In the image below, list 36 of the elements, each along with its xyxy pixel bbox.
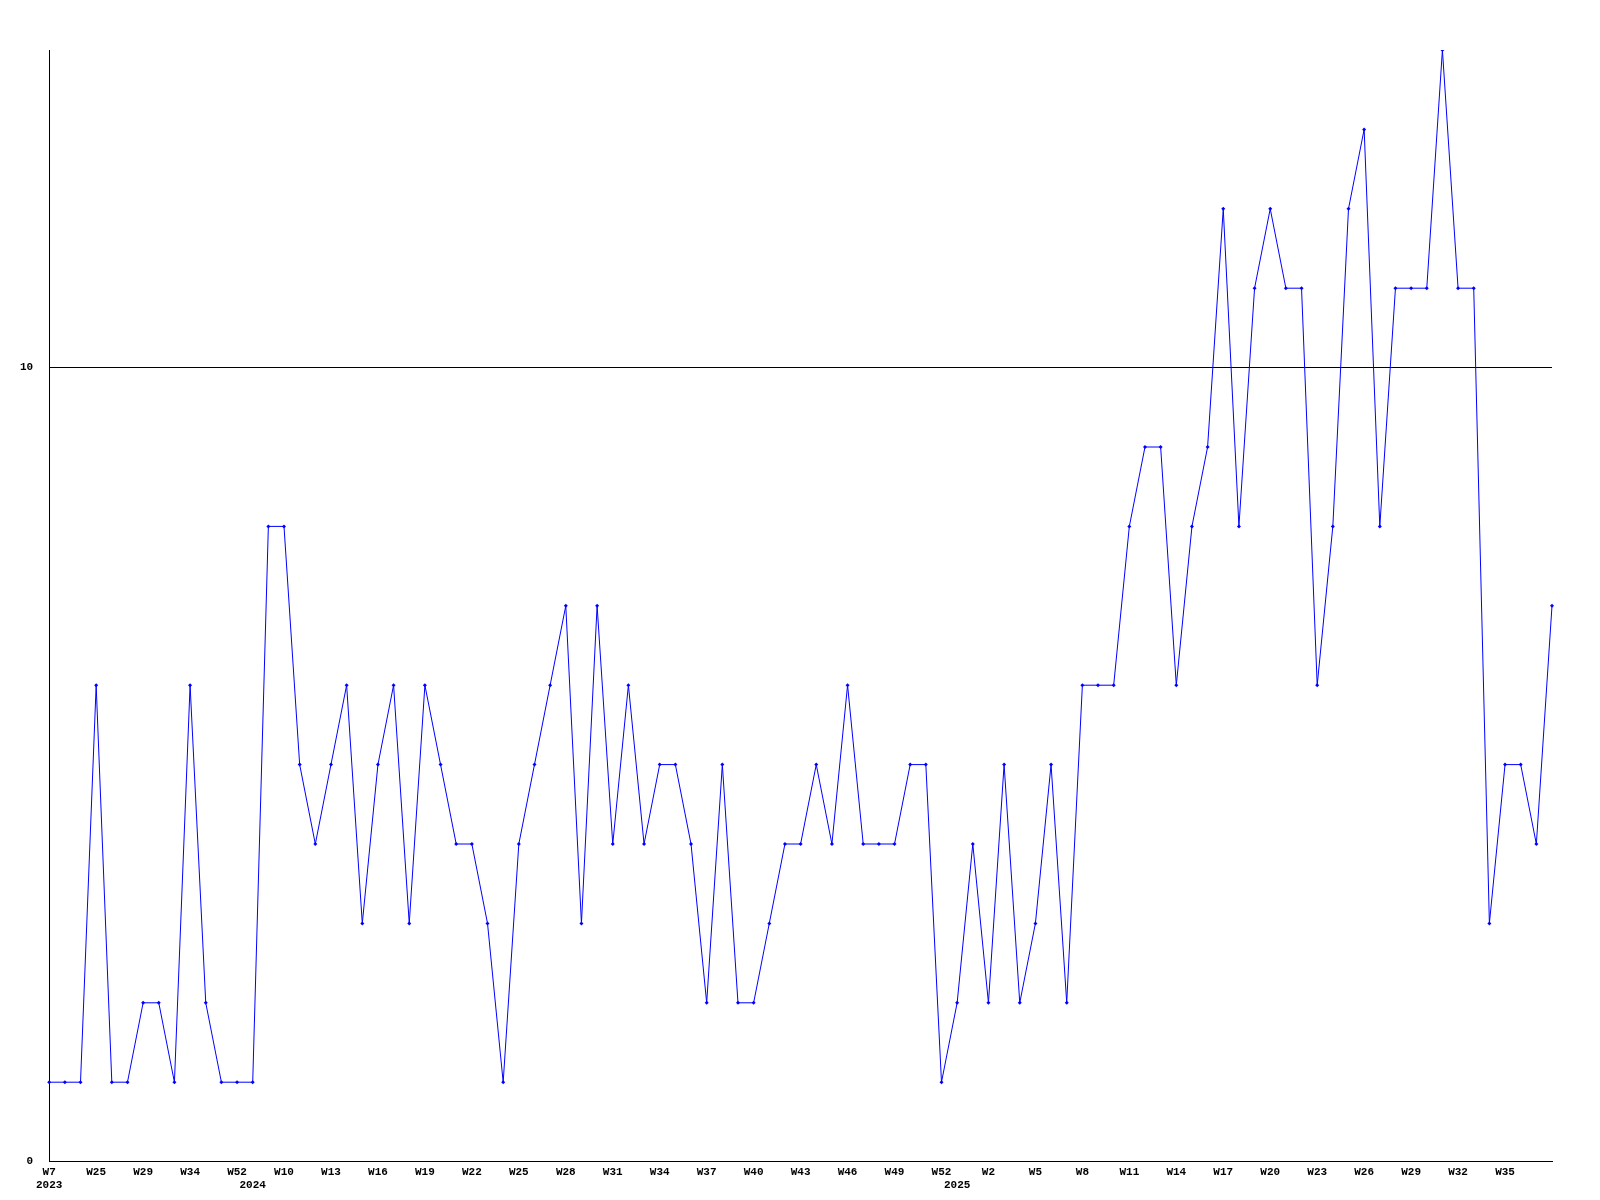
x-tick-label: W19 — [415, 1165, 435, 1178]
x-tick-label: W32 — [1448, 1165, 1468, 1178]
x-tick-label: W35 — [1495, 1165, 1516, 1178]
x-tick-label: W46 — [837, 1165, 858, 1178]
x-tick-label: W11 — [1119, 1165, 1140, 1178]
x-tick-label: W29 — [133, 1165, 154, 1178]
x-tick-label: W8 — [1075, 1165, 1090, 1178]
x-tick-label: W13 — [321, 1165, 342, 1178]
x-tick-label: W20 — [1260, 1165, 1281, 1178]
x-tick-label: W5 — [1028, 1165, 1043, 1178]
x-tick-label: W2 — [981, 1165, 996, 1178]
y-tick-label: 10 — [20, 361, 34, 374]
x-tick-label: W22 — [461, 1165, 482, 1178]
x-tick-label: W31 — [602, 1165, 624, 1178]
x-tick-label: W37 — [696, 1165, 717, 1178]
x-tick-label: W34 — [649, 1165, 671, 1178]
x-tick-label: W10 — [274, 1165, 294, 1178]
x-tick-label: W25 — [86, 1165, 107, 1178]
x-tick-label: W49 — [884, 1165, 905, 1178]
x-tick-label: W17 — [1213, 1165, 1234, 1178]
x-tick-label: W28 — [555, 1165, 577, 1178]
x-tick-label: W14 — [1166, 1165, 1187, 1178]
y-tick-label: 0 — [26, 1155, 34, 1168]
x-tick-label: W25 — [508, 1165, 530, 1178]
x-tick-label: W52 — [931, 1165, 952, 1178]
x-tick-label: 2025 — [943, 1179, 971, 1192]
x-tick-label: 2024 — [239, 1179, 267, 1192]
x-tick-label: W43 — [790, 1165, 811, 1178]
x-tick-label: W16 — [368, 1165, 388, 1178]
x-tick-label: W52 — [227, 1165, 247, 1178]
x-tick-label: W26 — [1354, 1165, 1375, 1178]
x-tick-label: W23 — [1307, 1165, 1328, 1178]
x-tick-label: W40 — [743, 1165, 764, 1178]
x-tick-label: W29 — [1401, 1165, 1422, 1178]
x-tick-label: W7 2023 — [36, 1165, 63, 1192]
x-tick-label: W34 — [180, 1165, 201, 1178]
